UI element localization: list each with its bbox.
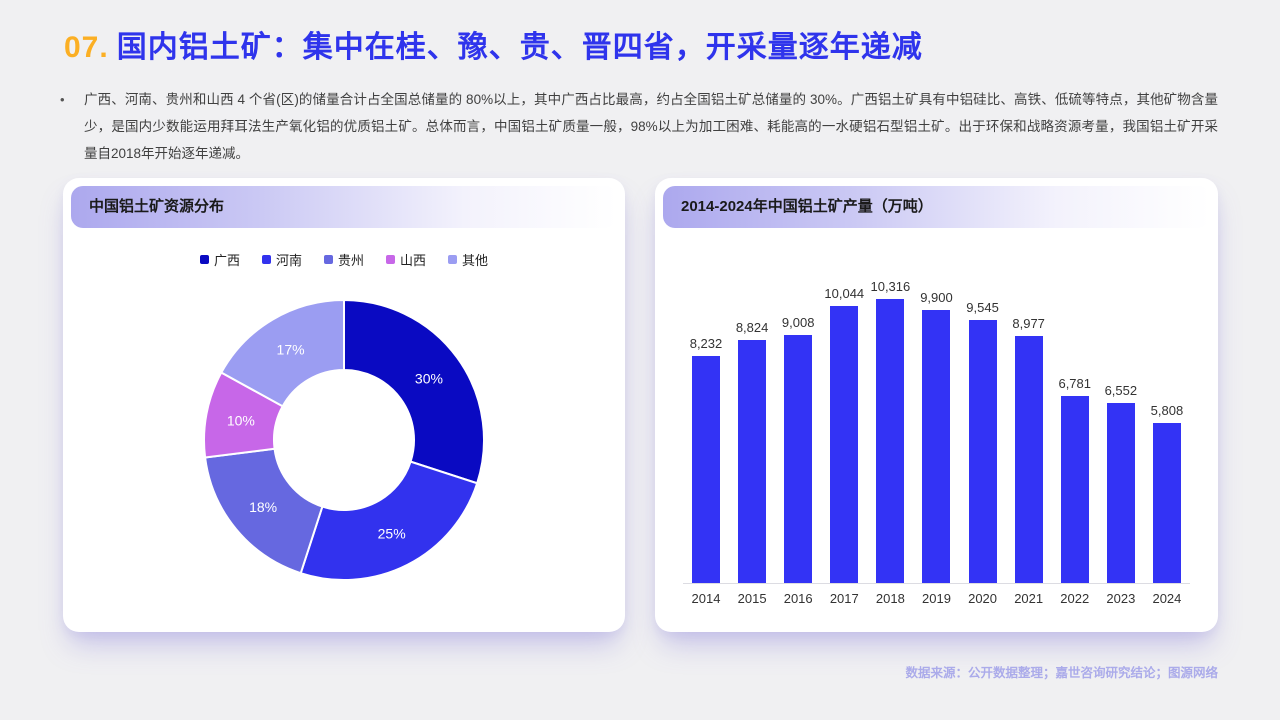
bar-rect xyxy=(692,356,720,583)
legend-swatch-icon xyxy=(448,255,458,264)
x-axis-tick-label: 2015 xyxy=(737,591,767,606)
legend-item: 山西 xyxy=(386,250,426,269)
bar-column: 9,900 xyxy=(913,290,959,583)
summary-paragraph: 广西、河南、贵州和山西 4 个省(区)的储量合计占全国总储量的 80%以上，其中… xyxy=(84,92,1218,161)
bar-rect xyxy=(830,306,859,583)
bar-value-label: 6,781 xyxy=(1058,376,1092,391)
bar-value-label: 9,008 xyxy=(781,315,815,330)
x-axis-tick-label: 2021 xyxy=(1014,591,1044,606)
donut-slice-label: 17% xyxy=(277,342,305,358)
bar-value-label: 9,545 xyxy=(966,300,999,315)
x-axis-tick-label: 2018 xyxy=(875,591,905,606)
legend-label: 其他 xyxy=(462,253,489,268)
x-axis-tick-label: 2020 xyxy=(968,591,998,606)
bar-value-label: 8,977 xyxy=(1012,316,1045,331)
pie-legend: 广西 河南 贵州 山西 其他 xyxy=(71,250,617,269)
bar-column: 8,977 xyxy=(1006,316,1052,583)
bar-rect xyxy=(1014,336,1043,583)
legend-label: 贵州 xyxy=(337,253,364,268)
donut-slice-label: 30% xyxy=(415,370,443,386)
title-text: 国内铝土矿：集中在桂、豫、贵、晋四省，开采量逐年递减 xyxy=(116,31,923,64)
bar-value-label: 8,824 xyxy=(735,320,769,335)
summary-block: • 广西、河南、贵州和山西 4 个省(区)的储量合计占全国总储量的 80%以上，… xyxy=(60,86,1218,167)
x-axis-labels: 2014 2015 2016 2017 2018 2019 2020 2021 2022 2023… xyxy=(683,591,1190,606)
bar-rect xyxy=(1060,396,1089,583)
bar-value-label: 6,552 xyxy=(1104,383,1138,398)
donut-slice-label: 25% xyxy=(378,526,406,542)
bar-card-header: 2014-2024年中国铝土矿产量（万吨） xyxy=(663,186,1210,228)
page-title: 07. 国内铝土矿：集中在桂、豫、贵、晋四省，开采量逐年递减 xyxy=(64,22,923,66)
pie-card-title: 中国铝土矿资源分布 xyxy=(89,198,225,215)
legend-item: 河南 xyxy=(261,250,302,269)
donut-slice-其他 xyxy=(219,298,345,408)
donut-slice-河南 xyxy=(299,460,479,581)
title-number: 07. xyxy=(64,31,109,64)
legend-item: 贵州 xyxy=(323,250,364,269)
bar-column: 10,316 xyxy=(867,279,913,583)
bar-rect xyxy=(922,310,951,583)
legend-swatch-icon xyxy=(323,255,333,264)
bar-value-label: 10,316 xyxy=(870,279,911,294)
donut-svg: 30% 25% 18% 10% 17% xyxy=(203,298,485,581)
donut-slice-label: 10% xyxy=(227,412,255,428)
bar-rect xyxy=(876,299,905,583)
bar-column: 6,552 xyxy=(1098,383,1144,583)
bar-column: 6,781 xyxy=(1052,376,1098,583)
bar-column: 9,008 xyxy=(775,315,821,583)
x-axis-tick-label: 2019 xyxy=(922,591,951,606)
bar-rect xyxy=(738,340,767,583)
x-axis-tick-label: 2023 xyxy=(1106,591,1136,606)
bar-value-label: 5,808 xyxy=(1150,403,1184,418)
legend-label: 河南 xyxy=(275,253,302,268)
donut-slice-label: 18% xyxy=(249,499,277,515)
bar-rect xyxy=(968,320,997,583)
x-axis-tick-label: 2014 xyxy=(691,591,721,606)
bar-value-label: 9,900 xyxy=(920,290,953,305)
bar-plot: 8,232 8,824 9,008 10,044 10,316 9,900 9,545 8,9… xyxy=(683,273,1190,583)
bar-column: 8,824 xyxy=(729,320,775,583)
data-source-note: 数据来源：公开数据整理；嘉世咨询研究结论；图源网络 xyxy=(905,666,1218,680)
legend-label: 山西 xyxy=(400,253,427,268)
donut-slice-广西 xyxy=(343,298,485,485)
x-axis-tick-label: 2016 xyxy=(783,591,813,606)
pie-card-header: 中国铝土矿资源分布 xyxy=(71,186,617,228)
bar-column: 5,808 xyxy=(1144,403,1190,583)
bar-value-label: 10,044 xyxy=(824,286,865,301)
bar-column: 8,232 xyxy=(683,336,729,583)
donut-slice-贵州 xyxy=(203,447,324,575)
bar-rect xyxy=(1106,403,1135,583)
bar-value-label: 8,232 xyxy=(689,336,723,351)
bar-card-title: 2014-2024年中国铝土矿产量（万吨） xyxy=(681,198,933,215)
bar-column: 9,545 xyxy=(960,300,1006,583)
legend-item: 广西 xyxy=(199,250,240,269)
pie-chart-card: 中国铝土矿资源分布 广西 河南 贵州 山西 其他 30% 25% 18% 10% 17% xyxy=(63,178,625,632)
x-axis-tick-label: 2017 xyxy=(829,591,859,606)
bar-rect xyxy=(784,335,813,583)
bullet-marker: • xyxy=(60,92,65,107)
x-axis-tick-label: 2024 xyxy=(1152,591,1182,606)
bar-rect xyxy=(1152,423,1181,583)
bar-chart-card: 2014-2024年中国铝土矿产量（万吨） 8,232 8,824 9,008 10,… xyxy=(655,178,1218,632)
bar-column: 10,044 xyxy=(821,286,867,583)
donut-chart: 30% 25% 18% 10% 17% xyxy=(194,290,494,590)
legend-swatch-icon xyxy=(386,255,395,264)
legend-label: 广西 xyxy=(213,253,240,268)
x-axis-tick-label: 2022 xyxy=(1060,591,1090,606)
x-axis-line xyxy=(683,583,1190,584)
legend-swatch-icon xyxy=(199,255,209,264)
legend-item: 其他 xyxy=(448,250,488,269)
legend-swatch-icon xyxy=(261,255,271,264)
